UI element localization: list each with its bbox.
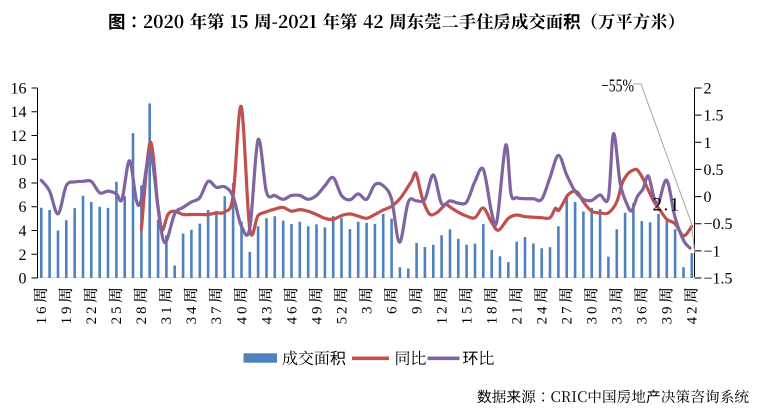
svg-text:21: 21 [510, 304, 526, 325]
svg-text:12: 12 [434, 304, 450, 325]
svg-text:0: 0 [704, 189, 712, 206]
svg-text:40: 40 [234, 304, 250, 325]
svg-text:16: 16 [11, 81, 27, 98]
svg-text:30: 30 [585, 304, 601, 325]
svg-text:3: 3 [359, 304, 375, 314]
svg-text:10: 10 [11, 152, 27, 169]
svg-text:1.5: 1.5 [704, 108, 724, 125]
svg-text:8: 8 [19, 176, 27, 193]
svg-text:6: 6 [19, 199, 27, 216]
svg-text:24: 24 [535, 304, 551, 325]
svg-text:19: 19 [59, 304, 75, 325]
svg-text:−1: −1 [704, 243, 721, 260]
svg-text:0.5: 0.5 [704, 162, 724, 179]
svg-text:39: 39 [660, 304, 676, 325]
svg-text:0: 0 [19, 271, 27, 288]
svg-text:49: 49 [309, 304, 325, 325]
svg-text:14: 14 [11, 104, 27, 121]
svg-text:15: 15 [459, 304, 475, 325]
svg-text:36: 36 [635, 304, 651, 325]
svg-text:4: 4 [19, 223, 27, 240]
svg-text:27: 27 [560, 304, 576, 325]
svg-text:28: 28 [134, 304, 150, 325]
svg-text:52: 52 [334, 304, 350, 325]
svg-text:22: 22 [84, 304, 100, 325]
svg-text:46: 46 [284, 304, 300, 325]
svg-text:16: 16 [34, 304, 50, 325]
svg-text:33: 33 [610, 304, 626, 325]
svg-text:18: 18 [485, 304, 501, 325]
svg-text:1: 1 [704, 135, 712, 152]
svg-text:31: 31 [159, 304, 175, 325]
svg-text:42: 42 [685, 304, 701, 325]
svg-text:2: 2 [19, 247, 27, 264]
svg-text:37: 37 [209, 304, 225, 325]
svg-text:43: 43 [259, 304, 275, 325]
svg-text:−0.5: −0.5 [704, 216, 733, 233]
svg-text:25: 25 [109, 304, 125, 325]
svg-text:34: 34 [184, 304, 200, 325]
svg-text:12: 12 [11, 128, 27, 145]
svg-text:9: 9 [409, 304, 425, 314]
svg-text:2: 2 [704, 81, 712, 98]
svg-text:−1.5: −1.5 [704, 271, 733, 288]
svg-text:−55%: −55% [601, 75, 634, 95]
svg-text:2.1: 2.1 [653, 195, 681, 216]
svg-text:6: 6 [384, 304, 400, 314]
